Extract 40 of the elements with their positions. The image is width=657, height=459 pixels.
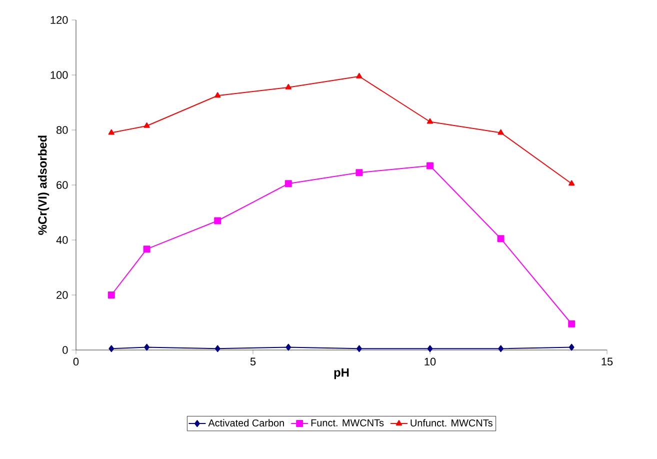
point [108,129,114,135]
y-tick-label: 20 [56,291,68,299]
point [286,344,292,351]
point [143,246,150,253]
y-tick-label: 80 [56,126,68,134]
y-tick-label: 0 [62,346,68,354]
x-axis-title: pH [334,368,349,380]
y-axis-title: %Cr(VI) adsorbed [38,136,50,235]
y-tick-label: 120 [50,16,68,24]
point [356,72,362,78]
point [214,92,221,98]
point [144,122,150,128]
point [568,180,575,186]
point [214,217,222,224]
point [426,162,434,170]
point [497,235,504,242]
x-tick-label: 0 [73,358,79,366]
point [284,180,292,188]
point [356,345,362,352]
point [498,129,504,135]
point [144,344,150,351]
y-tick-label: 40 [56,236,68,244]
legend-label: Unfunct. MWCNTs [410,419,492,426]
point [108,345,114,352]
legend-label: Funct. MWCNTs [311,419,384,426]
y-tick-label: 100 [50,71,68,79]
point [356,169,363,176]
x-tick-label: 10 [424,358,436,366]
y-tick-label: 60 [56,181,68,189]
point [498,345,504,352]
point [426,118,434,124]
point [108,292,115,298]
point [214,345,220,352]
x-tick-label: 15 [602,358,613,366]
point [285,84,292,90]
point [568,344,574,351]
point [568,320,576,328]
legend-label: Activated Carbon [208,419,284,426]
point [427,345,433,352]
x-tick-label: 5 [250,358,256,366]
